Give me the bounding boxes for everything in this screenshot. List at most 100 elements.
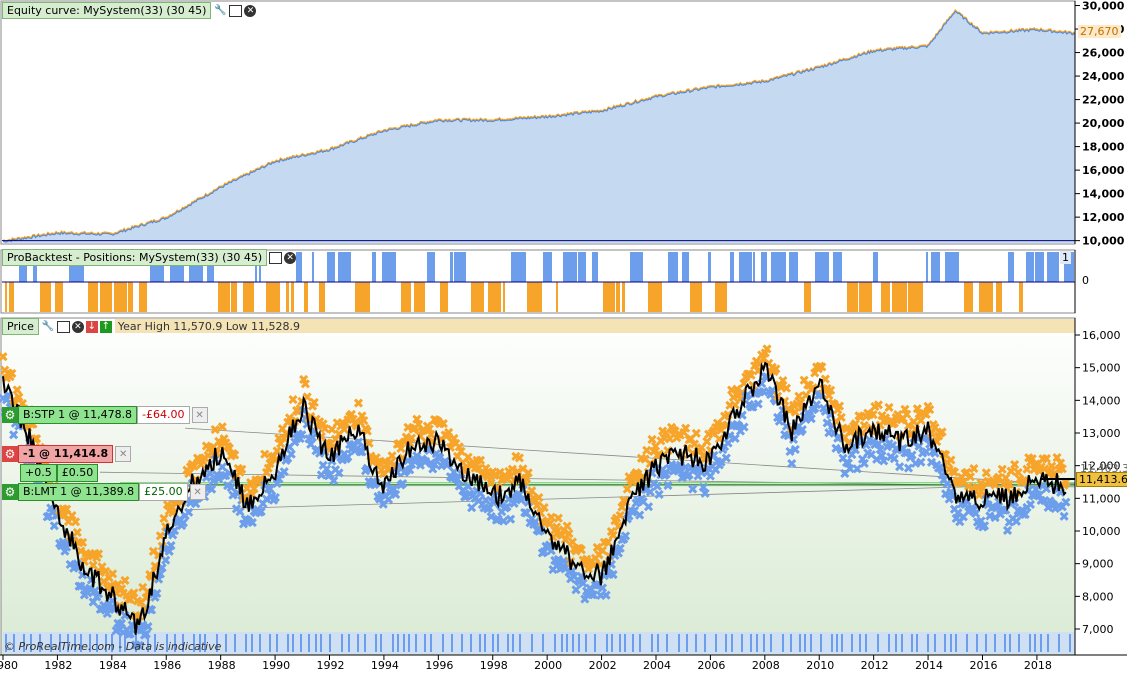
low-marker: [806, 414, 816, 424]
price-volume-tick: [611, 634, 613, 652]
arrow-down-icon[interactable]: ↓: [85, 320, 98, 333]
low-marker: [405, 465, 415, 475]
low-marker: [297, 430, 307, 440]
close-icon[interactable]: ✕: [191, 407, 208, 423]
arrow-up-icon[interactable]: ↑: [99, 320, 112, 333]
price-volume-tick: [415, 634, 417, 652]
low-marker: [85, 583, 95, 593]
price-volume-tick: [944, 634, 946, 652]
high-marker: [794, 391, 804, 401]
price-volume-tick: [820, 634, 822, 652]
high-marker: [946, 455, 956, 465]
price-volume-tick: [810, 634, 812, 652]
positions-panel-title: ProBacktest - Positions: MySystem(33) (3…: [2, 249, 268, 266]
order-label[interactable]: B:LMT 1 @ 11,389.8: [18, 483, 140, 501]
position-bar-long: [708, 252, 711, 282]
low-marker: [859, 458, 869, 468]
low-marker: [141, 629, 151, 639]
high-marker: [1006, 466, 1016, 476]
price-volume-tick: [804, 634, 806, 652]
low-marker: [1020, 509, 1030, 519]
close-icon[interactable]: ✕: [115, 446, 132, 462]
low-marker: [1059, 511, 1069, 521]
position-bar-short: [286, 282, 289, 312]
low-marker: [76, 581, 86, 591]
price-volume-tick: [204, 634, 206, 652]
high-marker: [615, 510, 625, 521]
close-icon[interactable]: ✕: [244, 4, 257, 17]
low-marker: [730, 433, 740, 444]
high-marker: [490, 470, 500, 480]
wrench-icon[interactable]: 🔧: [41, 320, 55, 332]
low-marker: [502, 502, 512, 512]
window-icon[interactable]: [56, 320, 70, 333]
window-icon[interactable]: [229, 4, 243, 17]
price-volume-tick: [741, 634, 743, 652]
high-marker: [965, 472, 975, 482]
low-marker: [506, 514, 516, 524]
low-marker: [265, 484, 275, 494]
high-marker: [834, 401, 845, 411]
position-bar-long: [945, 252, 959, 282]
price-volume-tick: [911, 634, 913, 652]
price-volume-tick: [67, 634, 69, 652]
price-ytick-label: 9,000: [1082, 558, 1114, 571]
price-volume-tick: [30, 634, 32, 652]
window-icon[interactable]: [269, 251, 283, 264]
low-marker: [645, 487, 655, 497]
low-marker: [261, 494, 272, 504]
high-marker: [514, 453, 524, 463]
low-marker: [620, 531, 631, 541]
position-bar-short: [5, 282, 7, 312]
low-marker: [971, 508, 981, 519]
high-marker: [902, 409, 912, 419]
order-buy-stop[interactable]: ⚙ B:STP 1 @ 11,478.8 -£64.00 ✕: [2, 406, 208, 424]
position-bar-long: [255, 252, 257, 282]
low-marker: [247, 518, 257, 528]
low-marker: [306, 439, 316, 449]
high-marker: [159, 513, 169, 524]
position-bar-long: [543, 252, 552, 282]
order-label[interactable]: B:STP 1 @ 11,478.8: [18, 406, 138, 424]
price-volume-tick: [166, 634, 168, 652]
close-icon[interactable]: ✕: [189, 484, 206, 500]
low-marker: [608, 570, 618, 580]
gear-icon[interactable]: ⚙: [2, 484, 18, 500]
high-marker: [778, 375, 788, 386]
price-volume-tick: [888, 634, 890, 652]
order-buy-limit[interactable]: ⚙ B:LMT 1 @ 11,389.8 £25.00 ✕: [2, 483, 206, 501]
low-marker: [654, 489, 664, 499]
position-money: £0.50: [56, 464, 99, 482]
close-icon[interactable]: ✕: [284, 251, 297, 264]
high-marker: [246, 478, 256, 488]
positions-plot: [0, 249, 1076, 314]
high-marker: [969, 464, 979, 474]
low-marker: [822, 418, 832, 428]
wrench-icon[interactable]: 🔧: [214, 4, 227, 16]
high-marker: [217, 422, 227, 432]
low-marker: [184, 507, 194, 517]
price-volume-tick: [397, 634, 399, 652]
x-tick-label: 2010: [806, 659, 834, 672]
position-bar-long: [296, 252, 302, 282]
position-bar-long: [1035, 252, 1044, 282]
high-marker: [14, 392, 24, 402]
price-volume-tick: [50, 634, 52, 652]
gear-icon[interactable]: ⚙: [2, 446, 18, 462]
price-volume-tick: [300, 634, 302, 652]
gear-icon[interactable]: ⚙: [2, 407, 18, 423]
price-ytick-label: 11,000: [1082, 492, 1121, 505]
price-volume-tick: [695, 634, 697, 652]
order-position[interactable]: ⚙ -1 @ 11,414.8 ✕: [2, 445, 132, 463]
position-bar-long: [578, 252, 586, 282]
low-marker: [721, 453, 731, 463]
position-bar-short: [648, 282, 662, 312]
high-marker: [426, 429, 436, 439]
low-marker: [228, 490, 238, 500]
position-bar-long: [427, 252, 435, 282]
position-label[interactable]: -1 @ 11,414.8: [18, 445, 114, 463]
close-icon[interactable]: ✕: [71, 320, 84, 333]
price-volume-tick: [23, 634, 25, 652]
low-marker: [530, 517, 540, 527]
high-marker: [327, 424, 337, 434]
